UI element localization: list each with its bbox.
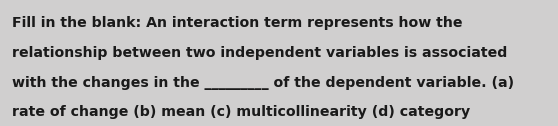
Text: relationship between two independent variables is associated: relationship between two independent var… — [12, 46, 508, 60]
Text: rate of change (b) mean (c) multicollinearity (d) category: rate of change (b) mean (c) multicolline… — [12, 105, 470, 119]
Text: Fill in the blank: An interaction term represents how the: Fill in the blank: An interaction term r… — [12, 16, 463, 30]
Text: with the changes in the _________ of the dependent variable. (a): with the changes in the _________ of the… — [12, 76, 514, 90]
